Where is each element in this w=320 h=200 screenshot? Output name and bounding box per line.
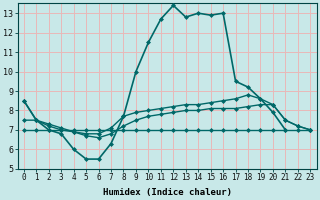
X-axis label: Humidex (Indice chaleur): Humidex (Indice chaleur) [103,188,232,197]
